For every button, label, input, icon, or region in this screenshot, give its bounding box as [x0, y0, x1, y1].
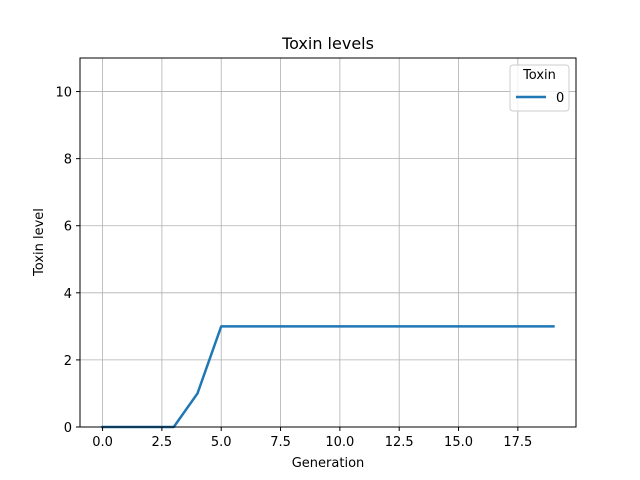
chart-title: Toxin levels: [281, 34, 374, 53]
y-tick-label: 2: [64, 354, 72, 369]
x-axis: 0.0 2.5 5.0 7.5 10.0 12.5 15.0 17.5: [92, 427, 532, 450]
legend-title: Toxin: [522, 68, 556, 83]
y-tick-label: 4: [64, 287, 72, 302]
y-axis-label: Toxin level: [32, 208, 47, 277]
legend-box: [509, 64, 570, 112]
plot-frame: [79, 57, 577, 428]
legend: Toxin 0: [509, 64, 570, 112]
series-line-0: [101, 325, 555, 429]
y-tick-label: 0: [64, 421, 72, 436]
plot-area: [80, 58, 576, 427]
x-tick-label: 17.5: [503, 435, 532, 450]
x-tick-label: 12.5: [385, 435, 414, 450]
y-tick-label: 10: [55, 86, 72, 101]
x-tick-label: 10.0: [325, 435, 354, 450]
x-tick-label: 15.0: [444, 435, 473, 450]
x-tick-label: 0.0: [92, 435, 113, 450]
series-layer: [101, 325, 555, 429]
legend-label-series-0: 0: [556, 91, 564, 106]
y-tick-label: 6: [64, 220, 72, 235]
x-tick-label: 2.5: [152, 435, 173, 450]
y-tick-label: 8: [64, 153, 72, 168]
x-tick-label: 7.5: [270, 435, 291, 450]
x-axis-label: Generation: [292, 456, 365, 471]
x-tick-label: 5.0: [211, 435, 232, 450]
y-axis: 0 2 4 6 8 10: [55, 86, 80, 436]
